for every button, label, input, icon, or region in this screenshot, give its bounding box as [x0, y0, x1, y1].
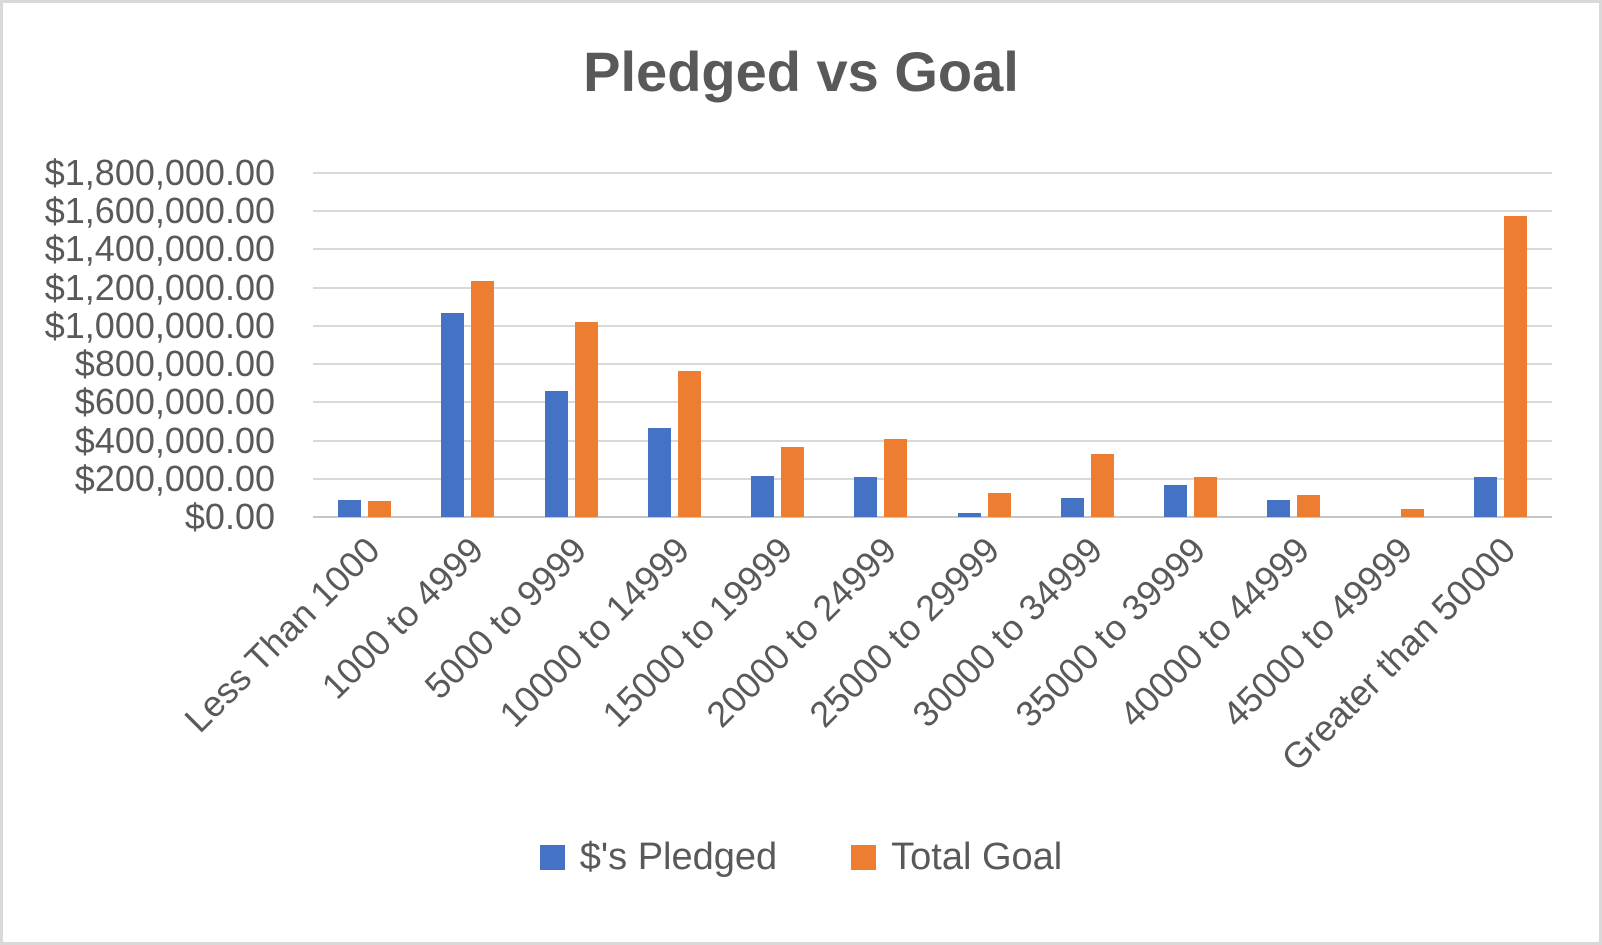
bar-goal-6 [988, 493, 1011, 517]
y-tick-label: $0.00 [184, 496, 275, 537]
bar-goal-5 [884, 439, 907, 517]
bar-goal-10 [1401, 509, 1424, 517]
legend: $'s Pledged Total Goal [3, 836, 1599, 879]
bar-goal-1 [471, 281, 494, 517]
bar-pledged-0 [338, 500, 361, 517]
gridline [313, 477, 1552, 480]
bar-goal-7 [1091, 454, 1114, 517]
bar-goal-0 [368, 501, 391, 517]
bar-goal-8 [1194, 477, 1217, 517]
bar-goal-9 [1297, 495, 1320, 517]
legend-label-goal: Total Goal [891, 836, 1063, 878]
legend-label-pledged: $'s Pledged [579, 836, 778, 878]
goal-swatch-icon [851, 845, 877, 870]
y-tick-label: $200,000.00 [74, 457, 275, 499]
bar-pledged-8 [1164, 485, 1187, 517]
y-tick-label: $1,200,000.00 [44, 266, 275, 308]
bar-pledged-1 [441, 313, 464, 517]
gridline [313, 286, 1552, 289]
y-tick-label: $1,000,000.00 [44, 304, 275, 346]
legend-item-goal: Total Goal [851, 836, 1062, 879]
y-tick-label: $400,000.00 [74, 419, 275, 461]
bar-goal-4 [781, 447, 804, 517]
y-tick-label: $800,000.00 [74, 343, 275, 385]
bar-pledged-2 [545, 391, 568, 517]
legend-item-pledged: $'s Pledged [539, 836, 778, 879]
bar-goal-11 [1504, 216, 1527, 517]
y-tick-label: $1,600,000.00 [44, 190, 275, 232]
gridline [313, 324, 1552, 327]
x-axis-line [313, 516, 1552, 518]
gridline [313, 401, 1552, 404]
gridline [313, 172, 1552, 174]
y-tick-label: $600,000.00 [74, 381, 275, 423]
gridline [313, 210, 1552, 213]
gridline [313, 248, 1552, 251]
bar-pledged-5 [854, 477, 877, 517]
bar-pledged-4 [751, 476, 774, 517]
plot-area [313, 172, 1552, 518]
bar-pledged-9 [1267, 500, 1290, 517]
gridline [313, 363, 1552, 366]
chart-title: Pledged vs Goal [583, 40, 1019, 103]
y-tick-label: $1,800,000.00 [44, 152, 275, 193]
bar-goal-3 [678, 371, 701, 517]
y-tick-label: $1,400,000.00 [44, 228, 275, 270]
gridline [313, 439, 1552, 442]
bar-pledged-6 [958, 513, 981, 517]
bar-pledged-7 [1061, 498, 1084, 517]
bar-pledged-3 [648, 428, 671, 517]
bar-pledged-11 [1474, 477, 1497, 517]
pledged-swatch-icon [539, 845, 565, 870]
bar-goal-2 [575, 322, 598, 517]
